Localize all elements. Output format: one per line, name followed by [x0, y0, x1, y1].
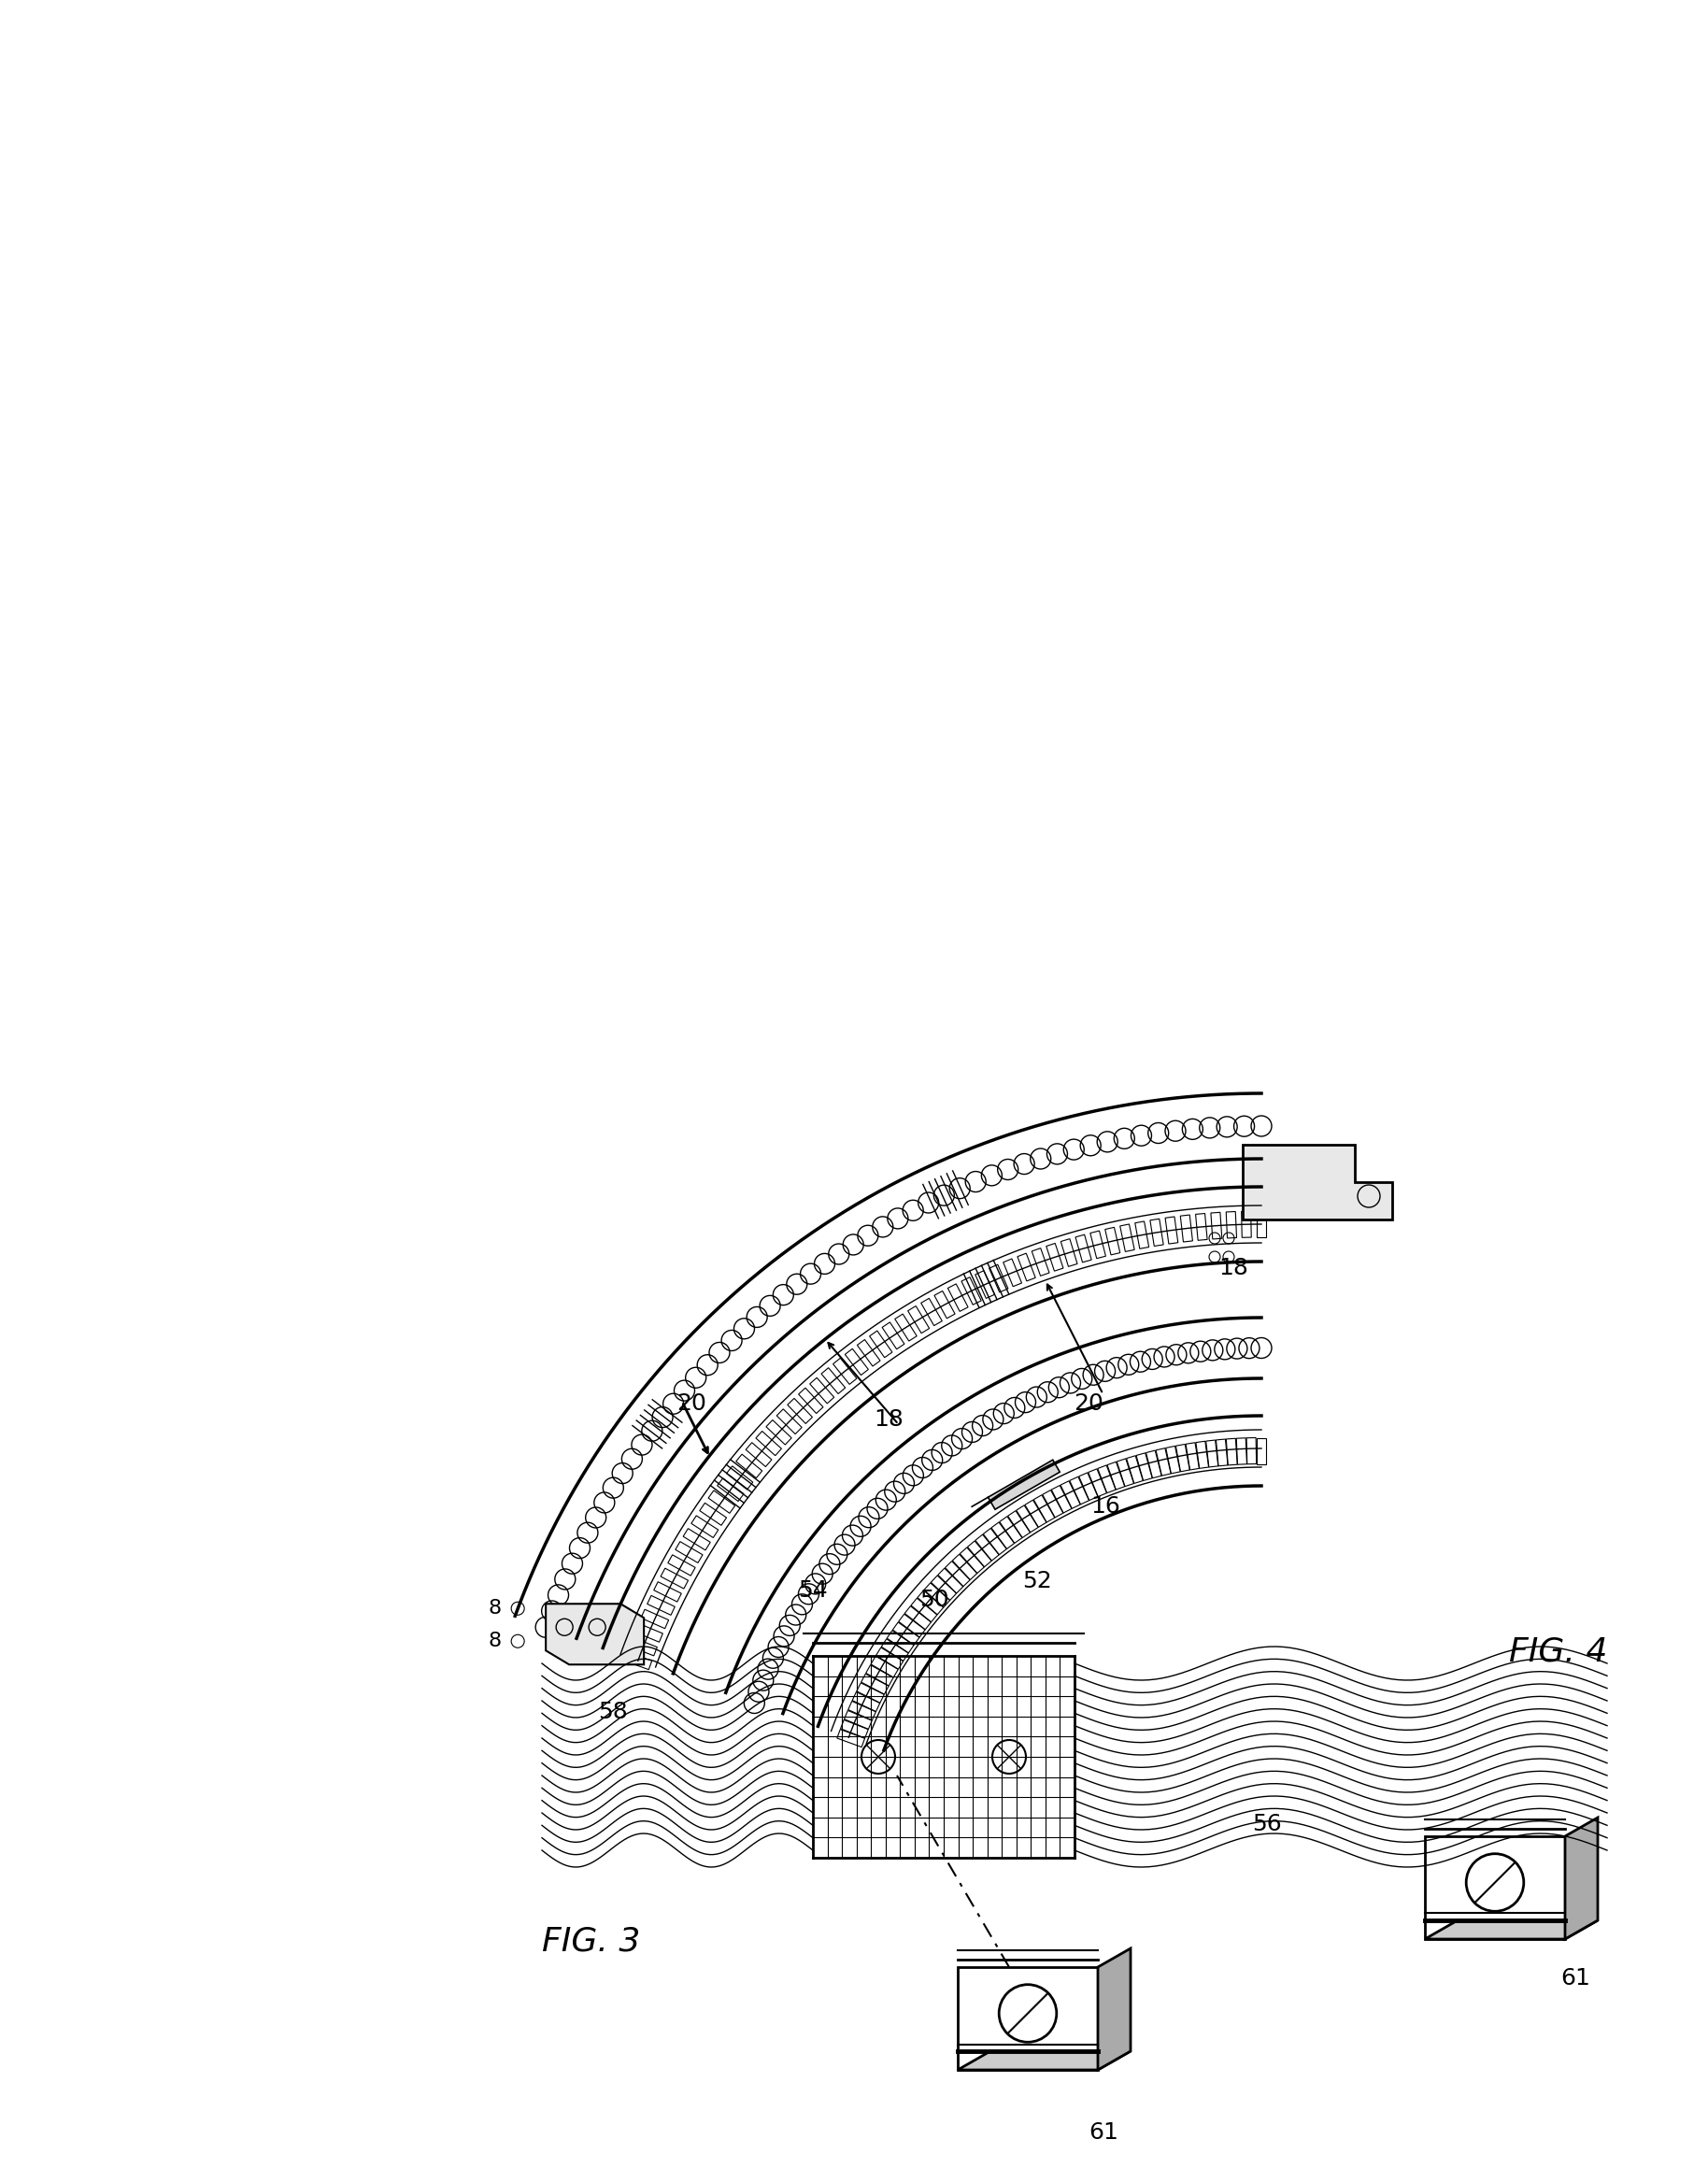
Text: 16: 16: [1091, 1496, 1120, 1518]
Text: 58: 58: [598, 1700, 627, 1724]
Polygon shape: [1424, 1921, 1597, 1938]
Polygon shape: [958, 2051, 1131, 2070]
Polygon shape: [958, 1966, 1098, 2070]
Text: 61: 61: [1561, 1966, 1590, 1990]
Polygon shape: [1424, 1836, 1565, 1938]
Text: 54: 54: [798, 1578, 828, 1602]
Text: 61: 61: [1088, 2120, 1119, 2144]
Text: 20: 20: [676, 1392, 707, 1416]
Text: 20: 20: [1074, 1392, 1103, 1416]
Text: 18: 18: [1218, 1257, 1249, 1279]
Polygon shape: [1565, 1817, 1597, 1938]
Polygon shape: [1243, 1145, 1392, 1218]
Text: 56: 56: [1252, 1812, 1281, 1836]
Polygon shape: [1098, 1949, 1131, 2070]
Text: FIG. 4: FIG. 4: [1508, 1635, 1607, 1667]
Text: 52: 52: [1023, 1570, 1052, 1591]
Text: 8: 8: [488, 1600, 500, 1617]
Polygon shape: [547, 1604, 644, 1665]
Text: 18: 18: [874, 1409, 904, 1431]
Text: 8: 8: [488, 1633, 500, 1650]
Polygon shape: [987, 1459, 1059, 1509]
Text: FIG. 3: FIG. 3: [541, 1925, 640, 1958]
Text: 50: 50: [919, 1589, 950, 1611]
